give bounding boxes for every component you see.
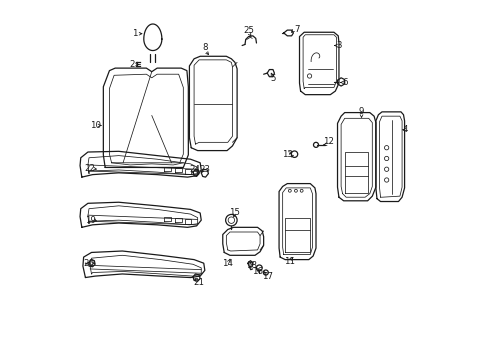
Text: 5: 5: [270, 75, 276, 84]
Text: 11: 11: [284, 257, 295, 266]
Text: 9: 9: [359, 107, 364, 116]
Text: 16: 16: [252, 267, 263, 276]
Text: 10: 10: [90, 121, 100, 130]
Text: 1: 1: [132, 29, 137, 38]
Text: 22: 22: [85, 164, 96, 173]
Text: 21: 21: [194, 278, 205, 287]
Text: 7: 7: [294, 25, 300, 34]
Text: 19: 19: [85, 216, 96, 225]
Text: 20: 20: [83, 259, 95, 268]
Text: 8: 8: [202, 43, 208, 52]
Text: 25: 25: [243, 26, 254, 35]
Text: 2: 2: [130, 60, 135, 69]
Text: 12: 12: [323, 137, 334, 146]
Text: 15: 15: [229, 208, 241, 217]
Text: 24: 24: [189, 166, 200, 175]
Text: 14: 14: [222, 259, 233, 268]
Text: 3: 3: [337, 41, 342, 50]
Text: 4: 4: [403, 125, 408, 134]
Text: 6: 6: [342, 78, 347, 87]
Text: 18: 18: [246, 261, 257, 270]
Text: 13: 13: [282, 150, 293, 159]
Text: 23: 23: [199, 166, 210, 175]
Text: 17: 17: [262, 271, 273, 280]
